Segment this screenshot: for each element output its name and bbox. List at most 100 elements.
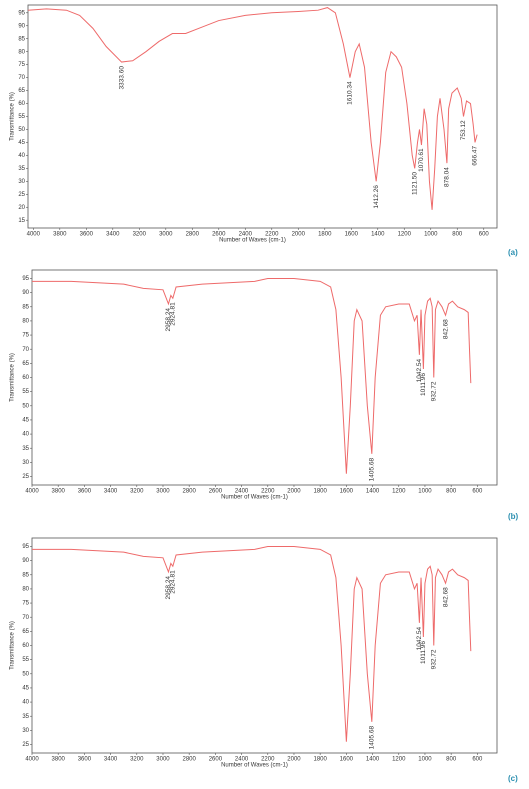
x-tick-label: 1800 [313,757,327,763]
x-axis-title: Number of Waves (cm-1) [221,763,288,769]
x-tick-label: 2600 [209,757,223,763]
x-tick-label: 3600 [78,489,92,495]
x-tick-label: 2400 [235,489,249,495]
x-tick-label: 1600 [340,757,354,763]
peak-label: 1011.96 [420,373,427,396]
x-tick-label: 1400 [371,232,385,238]
x-tick-label: 4000 [27,232,41,238]
y-tick-label: 60 [22,375,29,381]
peak-label: 666.47 [472,145,479,165]
y-tick-label: 55 [18,114,25,120]
x-tick-label: 2800 [183,489,197,495]
y-tick-label: 35 [22,446,29,452]
peak-label: 2924.81 [170,302,177,326]
x-tick-label: 3400 [106,232,120,238]
peak-label: 932.72 [430,649,437,669]
y-tick-label: 65 [22,629,29,635]
x-tick-label: 1000 [424,232,438,238]
y-axis-title: Transmittance (%) [10,92,16,141]
x-tick-label: 2200 [265,232,279,238]
spectrum-line [32,545,472,742]
spectrum-line [32,277,472,474]
x-tick-label: 3200 [130,757,144,763]
y-tick-label: 40 [22,432,29,438]
x-tick-label: 4000 [25,489,39,495]
y-tick-label: 40 [22,700,29,706]
y-tick-label: 90 [18,23,25,29]
y-tick-label: 15 [18,218,25,224]
x-tick-label: 2800 [183,757,197,763]
y-tick-label: 30 [22,460,29,466]
y-tick-label: 85 [18,36,25,42]
x-tick-label: 3400 [104,489,118,495]
x-tick-label: 1600 [340,489,354,495]
y-tick-label: 95 [22,544,29,550]
peak-label: 1121.50 [411,172,418,195]
x-tick-label: 800 [446,757,457,763]
x-tick-label: 600 [472,757,483,763]
x-tick-label: 2200 [261,757,275,763]
x-tick-label: 3400 [104,757,118,763]
y-tick-label: 95 [18,10,25,16]
peak-label: 1405.68 [369,726,376,750]
plot-frame [27,4,498,229]
y-tick-label: 60 [18,101,25,107]
y-tick-label: 70 [22,347,29,353]
y-tick-label: 85 [22,572,29,578]
x-axis-title: Number of Waves (cm-1) [219,238,286,244]
y-tick-label: 65 [22,361,29,367]
y-tick-label: 45 [22,418,29,424]
peak-label: 842.68 [442,587,449,607]
y-tick-label: 40 [18,153,25,159]
x-tick-label: 1000 [418,757,432,763]
x-tick-label: 1800 [318,232,332,238]
x-tick-label: 1200 [392,757,406,763]
y-tick-label: 45 [22,686,29,692]
y-tick-label: 55 [22,657,29,663]
panel-label: (c) [508,774,518,783]
peak-label: 3333.60 [118,66,125,90]
y-tick-label: 25 [22,742,29,748]
peak-label: 753.12 [460,120,467,140]
x-tick-label: 1400 [366,489,380,495]
peak-label: 1412.26 [373,185,380,209]
peak-label: 842.68 [442,319,449,339]
y-tick-label: 60 [22,643,29,649]
x-tick-label: 3000 [156,757,170,763]
peak-label: 2924.81 [170,570,177,594]
y-tick-label: 25 [18,192,25,198]
x-tick-label: 2000 [292,232,306,238]
y-tick-label: 30 [18,179,25,185]
panel-label: (a) [508,248,518,257]
peak-label: 1042.54 [416,358,423,382]
y-tick-label: 80 [22,318,29,324]
peak-label: 1011.96 [420,641,427,664]
x-tick-label: 3000 [156,489,170,495]
x-tick-label: 2400 [239,232,253,238]
y-tick-label: 55 [22,389,29,395]
spectrum-line [27,7,478,210]
peak-label: 1405.68 [369,458,376,482]
x-tick-label: 2400 [235,757,249,763]
x-tick-label: 800 [446,489,457,495]
x-tick-label: 800 [452,232,463,238]
x-tick-label: 1200 [392,489,406,495]
y-tick-label: 75 [18,62,25,68]
x-tick-label: 1200 [398,232,412,238]
x-tick-label: 2600 [209,489,223,495]
x-tick-label: 1400 [366,757,380,763]
y-axis-title: Transmittance (%) [10,353,16,402]
y-tick-label: 70 [22,615,29,621]
y-tick-label: 45 [18,140,25,146]
x-tick-label: 3800 [52,489,66,495]
y-tick-label: 80 [18,49,25,55]
x-tick-label: 3000 [159,232,173,238]
y-tick-label: 90 [22,290,29,296]
x-tick-label: 1800 [313,489,327,495]
x-tick-label: 1600 [345,232,359,238]
y-tick-label: 50 [22,671,29,677]
x-tick-label: 2200 [261,489,275,495]
y-tick-label: 65 [18,88,25,94]
y-tick-label: 25 [22,474,29,480]
